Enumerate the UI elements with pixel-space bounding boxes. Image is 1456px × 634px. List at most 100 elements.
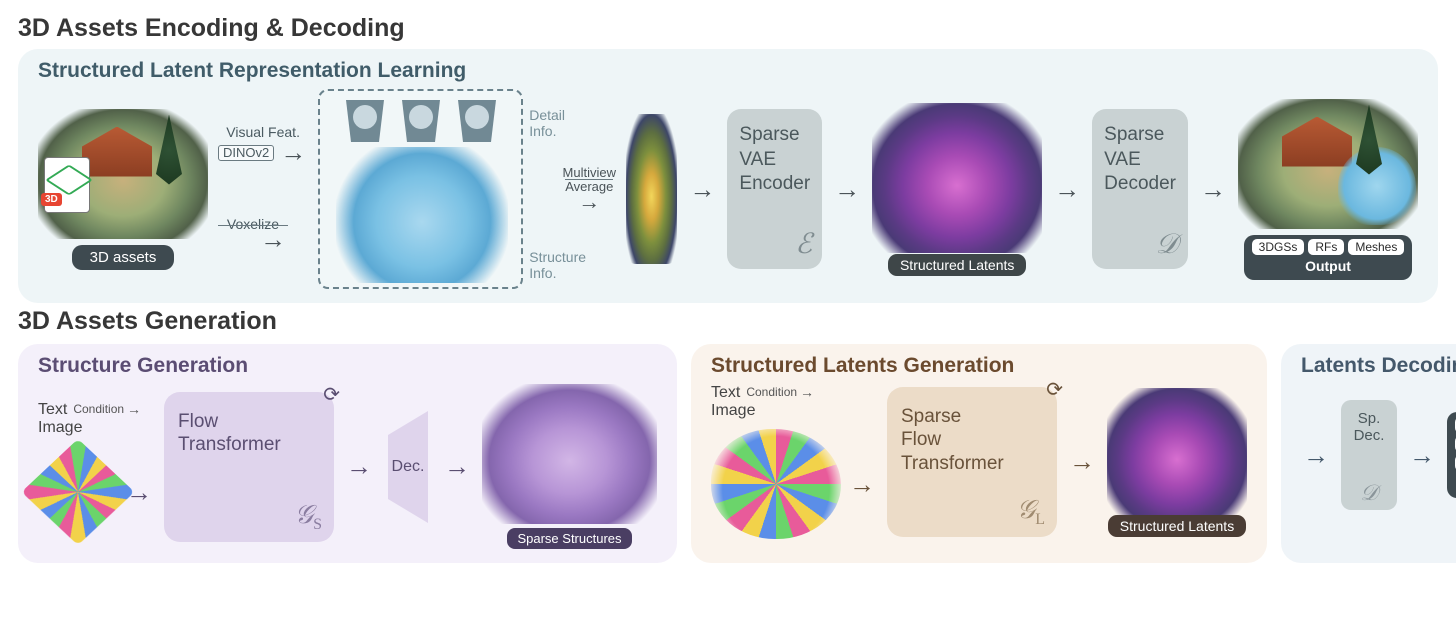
arrow-icon: → xyxy=(832,174,862,205)
condition-arrow: Condition xyxy=(746,385,814,400)
generation-row: Structure Generation Text Condition Imag… xyxy=(18,344,1438,563)
asset-render: 3D xyxy=(38,109,208,239)
gs-symbol: 𝒢S xyxy=(295,499,322,535)
latents-gen-panel: Structured Latents Generation Text Condi… xyxy=(691,344,1267,563)
encoding-panel: Structured Latent Representation Learnin… xyxy=(18,49,1438,303)
format-badge: 3DGSs xyxy=(1252,239,1305,255)
decoder-symbol: 𝒟 xyxy=(1360,480,1378,506)
arrow-icon: → xyxy=(442,451,472,482)
decoder-line: Decoder xyxy=(1104,172,1176,197)
input-column: Text Condition Image → xyxy=(38,401,154,532)
input-column: Text Condition Image → xyxy=(711,384,877,539)
feature-map-icon xyxy=(452,97,502,145)
feature-voxel-render xyxy=(626,114,677,264)
latents-decoding-flow: → Sp. Dec. 𝒟 → 3DGSs RFs Meshes Output xyxy=(1301,400,1456,510)
feature-triangles xyxy=(320,91,521,145)
dec-label: Dec. xyxy=(392,458,425,476)
text-label: Text xyxy=(711,384,740,402)
arrow-icon: → xyxy=(1052,174,1082,205)
output-block: 3DGSs RFs Meshes Output xyxy=(1238,99,1418,280)
box-line: Transformer xyxy=(178,433,281,457)
feature-map-icon xyxy=(396,97,446,145)
iterate-icon: ⟳ xyxy=(323,382,340,407)
encoding-flow: 3D 3D assets Visual Feat. DINOv2 → Voxel… xyxy=(38,89,1418,289)
noise-organic-icon xyxy=(711,429,841,539)
format-badge: Meshes xyxy=(1348,239,1404,255)
output-formats: 3DGSs RFs Meshes Output xyxy=(1244,235,1413,280)
arrow-icon: → xyxy=(218,225,288,253)
encoder-line: Sparse xyxy=(739,123,810,148)
info-tags: Detail Info. Structure Info. xyxy=(529,107,593,281)
encoder-symbol: ℰ xyxy=(795,227,812,263)
dec-trapezoid: Dec. xyxy=(384,407,432,527)
encoding-panel-title: Structured Latent Representation Learnin… xyxy=(38,59,1418,83)
flow-transformer-wrap: Flow Transformer 𝒢S ⟳ xyxy=(164,392,334,542)
sparse-struct-render xyxy=(482,384,657,524)
decoder-line: VAE xyxy=(1104,148,1176,173)
encoder-block: Sparse VAE Encoder ℰ xyxy=(727,109,822,269)
iterate-icon: ⟳ xyxy=(1046,377,1063,402)
dashed-region xyxy=(318,89,523,289)
text-image-label: Text Condition Image xyxy=(711,384,814,419)
text-label: Text xyxy=(38,401,67,419)
voxelize-arrow: Voxelize → xyxy=(218,217,288,254)
condition-arrow: Condition xyxy=(73,402,141,417)
spdec-line: Dec. xyxy=(1354,427,1385,444)
latents-decoding-panel: Latents Decoding → Sp. Dec. 𝒟 → 3DGSs RF… xyxy=(1281,344,1456,563)
section2-title: 3D Assets Generation xyxy=(18,307,1438,336)
gl-symbol: 𝒢L xyxy=(1017,494,1045,530)
asset-caption: 3D assets xyxy=(72,245,175,270)
structured-latents-label: Structured Latents xyxy=(1108,515,1246,537)
format-badge: RFs xyxy=(1308,239,1344,255)
arrow-icon: → xyxy=(344,451,374,482)
decoder-symbol: 𝒟 xyxy=(1156,227,1178,263)
output-formats-vertical: 3DGSs RFs Meshes Output xyxy=(1447,412,1456,498)
sparse-flow-transformer-wrap: Sparse Flow Transformer 𝒢L ⟳ xyxy=(887,387,1057,537)
feature-map-icon xyxy=(340,97,390,145)
text-image-label: Text Condition Image xyxy=(38,401,141,436)
arrow-icon: → xyxy=(847,469,877,500)
structured-latents-block: Structured Latents xyxy=(872,103,1042,275)
arrow-icon: → xyxy=(1198,174,1228,205)
sparse-structures-block: Sparse Structures xyxy=(482,384,657,549)
sp-dec-block: Sp. Dec. 𝒟 xyxy=(1341,400,1397,510)
box-line: Flow xyxy=(178,410,281,434)
noise-cube-icon xyxy=(21,439,134,545)
visual-feat-arrow: Visual Feat. DINOv2 → xyxy=(218,125,308,167)
latents-decoding-title: Latents Decoding xyxy=(1301,354,1456,378)
latents-gen-title: Structured Latents Generation xyxy=(711,354,1247,378)
output-render xyxy=(1238,99,1418,229)
encoder-line: VAE xyxy=(739,148,810,173)
spdec-line: Sp. xyxy=(1358,410,1381,427)
arrow-icon: → xyxy=(278,139,308,166)
voxel-blob xyxy=(336,147,508,283)
latents-gen-flow: Text Condition Image → Sparse Flow Trans… xyxy=(711,384,1247,539)
detail-info-label: Detail Info. xyxy=(529,107,593,139)
dashed-region-wrap: Detail Info. Structure Info. xyxy=(318,89,523,289)
box-line: Transformer xyxy=(901,452,1004,476)
file-3d-icon: 3D xyxy=(44,157,90,213)
image-label: Image xyxy=(38,419,82,436)
structure-gen-flow: Text Condition Image → Flow Transformer xyxy=(38,384,657,549)
section1-title: 3D Assets Encoding & Decoding xyxy=(18,14,1438,43)
input-3d-asset: 3D 3D assets xyxy=(38,109,208,270)
file-3d-tag: 3D xyxy=(41,193,62,206)
dino-box: DINOv2 xyxy=(218,145,274,161)
splash-icon xyxy=(1338,147,1416,225)
sparse-flow-transformer-block: Sparse Flow Transformer 𝒢L xyxy=(887,387,1057,537)
latent-voxel-render xyxy=(1107,388,1247,518)
output-label: Output xyxy=(1252,258,1405,274)
arrow-icon: → xyxy=(1407,440,1437,471)
arrow-icon: → xyxy=(687,174,717,205)
flow-transformer-block: Flow Transformer 𝒢S xyxy=(164,392,334,542)
structure-gen-panel: Structure Generation Text Condition Imag… xyxy=(18,344,677,563)
structured-latents-block: Structured Latents xyxy=(1107,388,1247,536)
structured-latents-label: Structured Latents xyxy=(888,254,1026,276)
feature-arrows: Visual Feat. DINOv2 → Voxelize → xyxy=(218,125,308,254)
encoder-line: Encoder xyxy=(739,172,810,197)
arrow-icon: → xyxy=(1067,446,1097,477)
arrow-icon: → xyxy=(1301,440,1331,471)
structure-gen-title: Structure Generation xyxy=(38,354,657,378)
latent-voxel-render xyxy=(872,103,1042,253)
box-line: Sparse xyxy=(901,405,1004,429)
